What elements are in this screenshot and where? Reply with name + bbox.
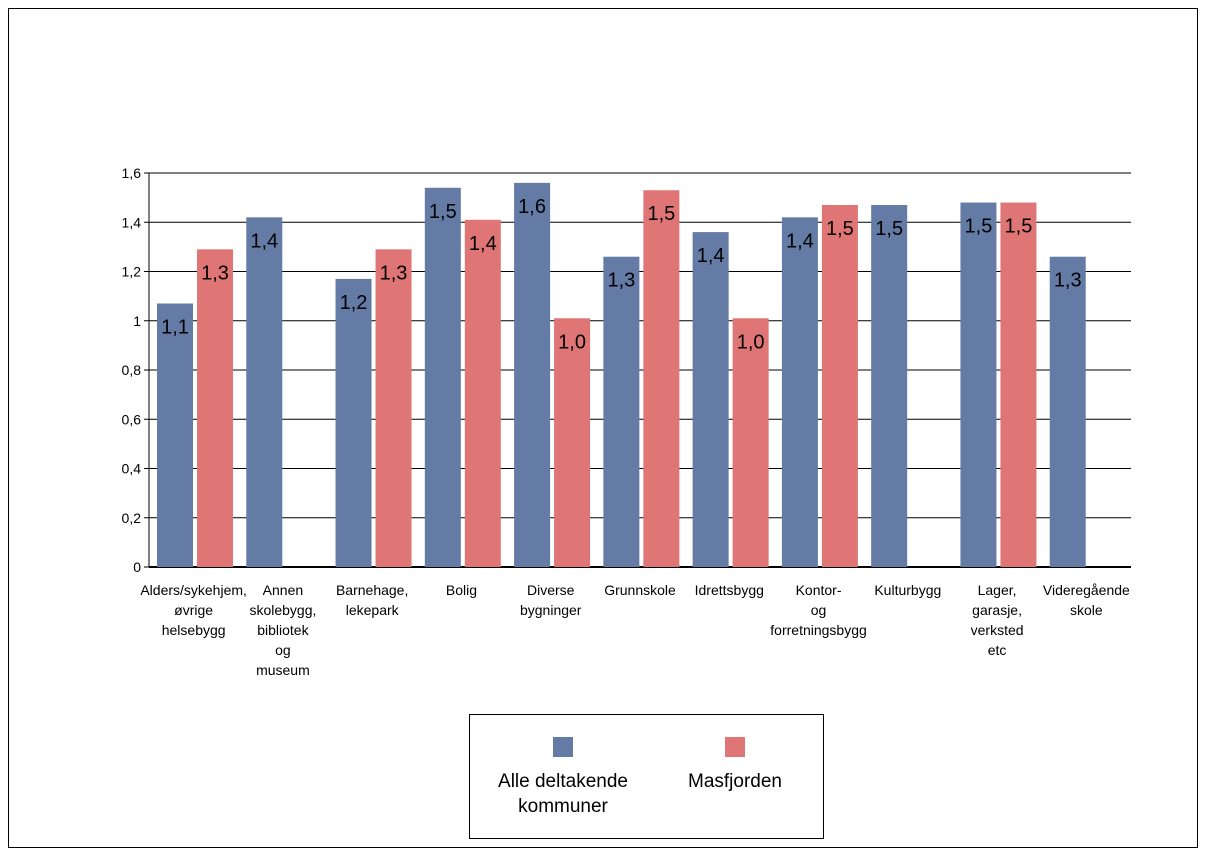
data-label: 1,5 <box>1005 216 1033 238</box>
bar-masfjorden <box>821 205 858 567</box>
data-label: 1,4 <box>697 245 725 267</box>
y-tick-label: 0,8 <box>122 362 142 378</box>
y-tick-label: 0,2 <box>122 510 142 526</box>
bar-masfjorden <box>197 249 233 567</box>
x-tick-label: Kontor-og forretningsbygg <box>770 582 867 638</box>
x-tick-label: Grunnskole <box>604 582 676 598</box>
bar-alle <box>692 232 729 567</box>
bar-masfjorden <box>1000 202 1037 568</box>
bar-masfjorden <box>732 318 769 567</box>
data-label: 1,3 <box>607 270 635 292</box>
legend-item-alle: Alle deltakende kommuner <box>478 737 648 819</box>
data-label: 1,3 <box>201 262 229 284</box>
y-tick-label: 1,4 <box>122 214 142 230</box>
y-tick-label: 1,2 <box>122 264 142 280</box>
x-tick-label: Alders/sykehjem, øvrige helsebygg <box>140 582 247 638</box>
data-label: 1,4 <box>250 230 278 252</box>
data-label: 1,5 <box>875 218 903 240</box>
bar-alle <box>514 182 551 567</box>
y-tick-label: 0,6 <box>122 411 142 427</box>
data-label: 1,3 <box>1054 270 1082 292</box>
bar-alle <box>603 256 640 567</box>
data-label: 1,5 <box>965 216 993 238</box>
legend-label-alle: Alle deltakende kommuner <box>498 771 628 817</box>
bar-alle <box>246 217 283 567</box>
bar-masfjorden <box>464 219 501 567</box>
data-label: 1,6 <box>518 196 546 218</box>
x-tick-label: Videregående skole <box>1043 582 1130 618</box>
y-tick-label: 0,4 <box>122 461 142 477</box>
legend-swatch-alle <box>553 737 573 757</box>
bar-masfjorden <box>643 190 680 568</box>
bar-alle <box>960 202 997 568</box>
x-tick-label: Diverse bygninger <box>520 582 582 618</box>
x-tick-label: Lager, garasje, verksted etc <box>971 582 1024 658</box>
bar-masfjorden <box>375 249 412 567</box>
bar-alle <box>781 217 818 567</box>
x-tick-label: Kulturbygg <box>874 582 941 598</box>
data-label: 1,0 <box>737 331 765 353</box>
legend-label-masfjorden: Masfjorden <box>688 771 782 792</box>
legend-item-masfjorden: Masfjorden <box>660 737 810 794</box>
data-label: 1,4 <box>469 233 497 255</box>
y-tick-label: 1 <box>133 313 141 329</box>
bar-alle <box>871 205 908 567</box>
bar-chart: 0 0,2 0,4 0,6 0,8 1 1,2 1,4 1,6 1,1 1,3 Alders/syke… <box>122 165 1131 678</box>
bar-masfjorden <box>554 318 591 567</box>
data-label: 1,5 <box>429 201 457 223</box>
bar-alle <box>157 303 193 567</box>
data-label: 1,0 <box>558 331 586 353</box>
legend: Alle deltakende kommuner Masfjorden <box>469 714 824 839</box>
x-tick-label: Idrettsbygg <box>695 582 764 598</box>
data-label: 1,4 <box>786 230 814 252</box>
legend-swatch-masfjorden <box>725 737 745 757</box>
bar-alle <box>335 278 372 567</box>
data-label: 1,5 <box>647 203 675 225</box>
data-label: 1,3 <box>380 262 408 284</box>
x-tick-label: Barnehage, lekepark <box>336 582 408 618</box>
bar-alle <box>424 187 461 567</box>
data-label: 1,2 <box>340 292 368 314</box>
bar-alle <box>1049 256 1086 567</box>
data-label: 1,5 <box>826 218 854 240</box>
y-tick-label: 1,6 <box>122 165 142 181</box>
x-tick-label: Annen skolebygg, bibliotek og museum <box>249 582 316 678</box>
x-tick-label: Bolig <box>446 582 477 598</box>
data-label: 1,1 <box>161 317 189 339</box>
y-tick-label: 0 <box>133 559 141 575</box>
chart-frame: 0 0,2 0,4 0,6 0,8 1 1,2 1,4 1,6 1,1 1,3 Alders/syke… <box>8 8 1198 848</box>
